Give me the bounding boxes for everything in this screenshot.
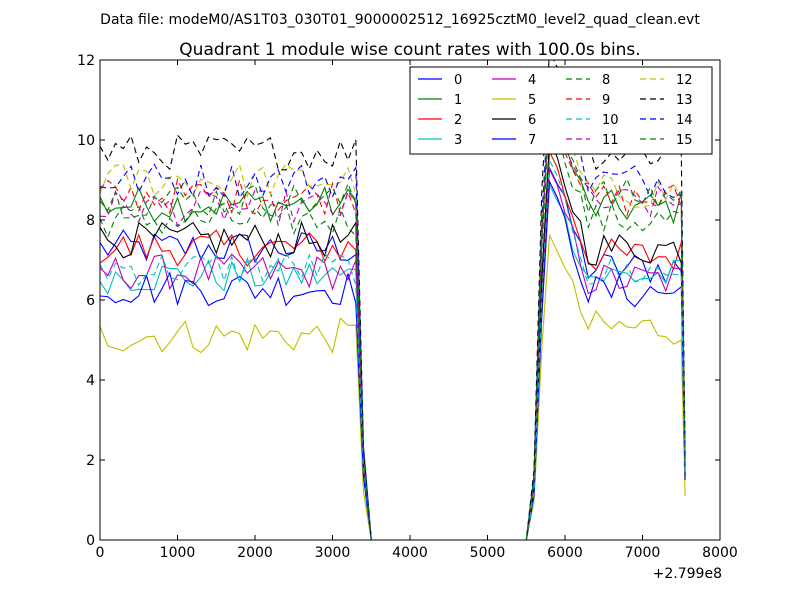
y-tick-label: 8 [86,213,95,229]
series-line-14 [100,86,686,540]
chart-suptitle: Data file: modeM0/AS1T03_030T01_90000025… [100,12,700,28]
x-tick-label: 5000 [470,545,506,561]
legend-label-14: 14 [676,113,693,128]
series-line-1 [100,102,686,540]
legend-label-4: 4 [528,73,536,88]
series-line-15 [100,99,686,540]
series-line-3 [100,182,686,540]
legend-label-0: 0 [454,73,462,88]
series-line-0 [100,165,686,540]
series-line-2 [100,149,686,540]
series-line-7 [100,179,686,540]
legend-label-2: 2 [454,113,462,128]
legend-label-15: 15 [676,133,693,148]
x-offset-label: +2.799e8 [653,566,722,582]
legend-label-6: 6 [528,113,536,128]
x-tick-label: 3000 [315,545,351,561]
chart-title: Quadrant 1 module wise count rates with … [179,40,640,60]
y-tick-label: 0 [86,533,95,549]
x-tick-label: 2000 [237,545,273,561]
legend-label-5: 5 [528,93,536,108]
legend-label-10: 10 [602,113,619,128]
series-line-10 [100,157,686,540]
legend-label-12: 12 [676,73,693,88]
series-line-11 [100,96,686,540]
legend-label-8: 8 [602,73,610,88]
x-tick-label: 8000 [702,545,738,561]
series-line-6 [100,139,686,540]
legend-label-3: 3 [454,133,462,148]
y-tick-label: 10 [77,133,95,149]
series-line-12 [100,96,686,540]
y-tick-label: 12 [77,53,95,69]
series-line-9 [100,101,686,540]
legend-label-13: 13 [676,93,693,108]
x-tick-label: 7000 [625,545,661,561]
series-line-4 [100,167,686,540]
series-layer [100,60,686,540]
x-tick-label: 0 [96,545,105,561]
legend-label-7: 7 [528,133,536,148]
axis-ticks: 0 1000 2000 3000 4000 5000 6000 7000 80000246810… [77,53,738,561]
series-line-5 [100,233,686,540]
y-tick-label: 4 [86,373,95,389]
legend-label-11: 11 [602,133,619,148]
legend-label-9: 9 [602,93,610,108]
y-tick-label: 2 [86,453,95,469]
x-tick-label: 1000 [160,545,196,561]
series-line-13 [100,60,686,540]
legend-label-1: 1 [454,93,462,108]
y-tick-label: 6 [86,293,95,309]
x-tick-label: 4000 [392,545,428,561]
x-tick-label: 6000 [547,545,583,561]
